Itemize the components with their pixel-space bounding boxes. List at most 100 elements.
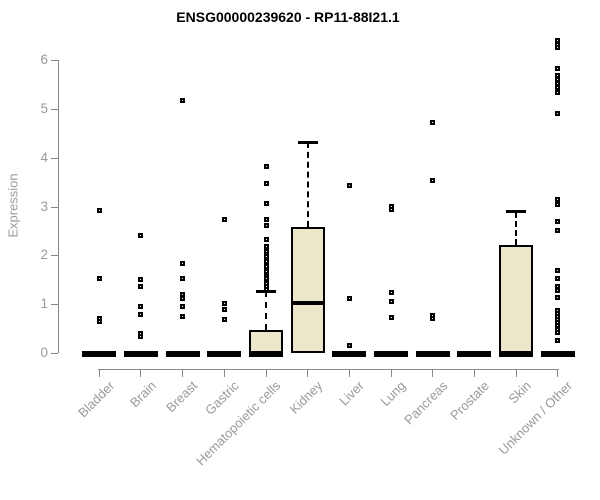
y-axis-tick <box>50 59 58 61</box>
box-body <box>499 245 534 354</box>
outlier-point <box>555 45 561 51</box>
outlier-point <box>96 318 102 324</box>
x-axis-tick <box>182 369 184 377</box>
outlier-point <box>138 304 144 310</box>
outlier-point <box>388 315 394 321</box>
x-tick-label: Lung <box>377 378 409 410</box>
outlier-point <box>555 85 561 91</box>
outlier-point <box>388 207 394 213</box>
outlier-point <box>555 90 561 95</box>
y-axis-tick <box>50 206 58 208</box>
whisker-line <box>265 291 268 330</box>
median-line <box>290 301 325 306</box>
x-tick-label: Skin <box>505 378 534 407</box>
outlier-point <box>180 260 186 266</box>
outlier-point <box>555 219 561 225</box>
x-axis-line <box>97 368 560 370</box>
outlier-point <box>555 276 561 282</box>
flat-box-at-zero <box>415 350 450 357</box>
x-axis-tick <box>140 369 142 377</box>
outlier-point <box>263 181 269 186</box>
outlier-point <box>346 343 352 349</box>
median-line-zero <box>249 350 284 357</box>
y-tick-label: 3 <box>40 198 48 214</box>
outlier-point <box>96 208 102 214</box>
y-tick-label: 4 <box>40 149 48 165</box>
x-tick-label: Gastric <box>202 378 242 418</box>
outlier-point <box>263 164 269 170</box>
x-tick-label: Breast <box>163 378 201 416</box>
whisker-line <box>515 211 518 246</box>
outlier-point <box>138 333 144 339</box>
outlier-point <box>180 97 186 103</box>
outlier-point <box>555 288 561 294</box>
outlier-point <box>430 315 436 321</box>
y-tick-label: 1 <box>40 296 48 312</box>
x-axis-tick <box>348 369 350 377</box>
outlier-point <box>555 295 561 301</box>
outlier-point <box>555 80 561 86</box>
outlier-point <box>221 217 227 223</box>
x-tick-label: Unknown / Other <box>495 378 576 458</box>
outlier-point <box>430 177 436 183</box>
flat-box-at-zero <box>207 350 242 357</box>
box-body <box>290 226 325 354</box>
flat-box-at-zero <box>123 350 158 357</box>
outlier-point <box>263 244 269 250</box>
x-tick-label: Prostate <box>447 378 493 423</box>
whisker-cap <box>297 140 318 144</box>
outlier-point <box>180 314 186 320</box>
x-tick-label: Liver <box>336 378 367 409</box>
outlier-point <box>180 304 186 310</box>
outlier-point <box>138 233 144 239</box>
y-axis-tick <box>50 157 58 159</box>
outlier-point <box>221 306 227 312</box>
x-tick-label: Bladder <box>74 378 117 421</box>
outlier-point <box>555 267 561 273</box>
y-tick-label: 2 <box>40 247 48 263</box>
flat-box-at-zero <box>374 350 409 357</box>
outlier-point <box>555 201 561 207</box>
outlier-point <box>138 277 144 283</box>
x-axis-tick <box>98 369 100 377</box>
outlier-point <box>263 237 269 243</box>
x-axis-tick <box>307 369 309 377</box>
outlier-point <box>555 66 561 72</box>
outlier-point <box>180 275 186 281</box>
y-axis-tick <box>50 353 58 355</box>
outlier-point <box>263 223 269 229</box>
outlier-point <box>555 196 561 202</box>
y-axis-tick <box>50 108 58 110</box>
x-axis-tick <box>223 369 225 377</box>
x-axis-tick <box>390 369 392 377</box>
outlier-point <box>263 249 269 255</box>
outlier-point <box>555 227 561 233</box>
outlier-point <box>430 120 436 126</box>
y-axis-tick <box>50 304 58 306</box>
x-axis-tick <box>432 369 434 377</box>
flat-box-at-zero <box>82 350 117 357</box>
flat-box-at-zero <box>332 350 367 357</box>
y-tick-label: 5 <box>40 100 48 116</box>
x-axis-tick <box>515 369 517 377</box>
whisker-cap <box>506 210 527 214</box>
outlier-point <box>138 311 144 317</box>
y-tick-label: 6 <box>40 51 48 67</box>
y-axis-tick <box>50 255 58 257</box>
x-axis-tick <box>473 369 475 377</box>
x-tick-label: Brain <box>126 378 159 411</box>
outlier-point <box>388 298 394 304</box>
outlier-point <box>555 337 561 343</box>
outlier-point <box>346 296 352 302</box>
box-body <box>249 329 284 354</box>
flat-box-at-zero <box>457 350 492 357</box>
outlier-point <box>555 330 561 336</box>
outlier-point <box>263 200 269 206</box>
y-tick-label: 0 <box>40 345 48 361</box>
outlier-point <box>180 291 186 297</box>
chart-title: ENSG00000239620 - RP11-88I21.1 <box>176 9 400 25</box>
outlier-point <box>555 111 561 117</box>
x-tick-label: Kidney <box>286 378 326 417</box>
outlier-point <box>346 183 352 189</box>
median-line-zero <box>499 350 534 357</box>
